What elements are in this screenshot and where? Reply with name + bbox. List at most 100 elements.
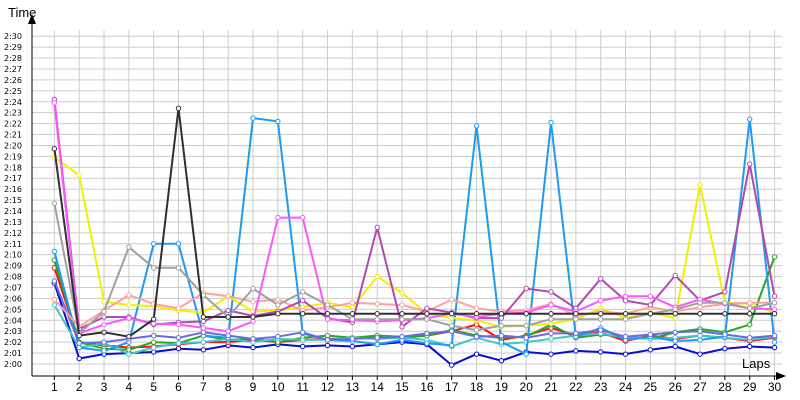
data-point bbox=[225, 307, 231, 314]
data-point bbox=[523, 335, 529, 341]
data-point bbox=[672, 343, 678, 350]
series-5 bbox=[51, 115, 778, 357]
data-point bbox=[225, 314, 231, 320]
data-point bbox=[150, 344, 157, 351]
data-point bbox=[175, 345, 182, 352]
x-tick-label: 17 bbox=[445, 380, 459, 394]
data-point bbox=[349, 343, 356, 350]
series-6 bbox=[51, 278, 778, 346]
data-point bbox=[747, 300, 753, 306]
data-point bbox=[473, 305, 480, 311]
data-point bbox=[771, 344, 778, 351]
x-tick-label: 18 bbox=[470, 380, 484, 394]
data-point bbox=[498, 332, 505, 339]
data-point bbox=[523, 351, 529, 357]
data-point bbox=[225, 328, 231, 334]
data-point bbox=[622, 311, 629, 317]
y-tick-label: 2:04 bbox=[4, 316, 22, 325]
x-tick-label: 29 bbox=[743, 380, 757, 394]
x-tick-label: 11 bbox=[296, 380, 309, 394]
data-point bbox=[598, 349, 604, 355]
y-tick-label: 2:22 bbox=[4, 120, 22, 129]
y-tick-label: 2:27 bbox=[4, 65, 22, 74]
data-point bbox=[399, 333, 405, 340]
data-point bbox=[126, 351, 132, 357]
data-point bbox=[150, 332, 157, 339]
data-point bbox=[722, 300, 728, 306]
data-point bbox=[672, 272, 678, 279]
data-point bbox=[548, 316, 554, 322]
data-point bbox=[374, 316, 380, 322]
data-point bbox=[449, 328, 455, 334]
data-point bbox=[697, 311, 703, 317]
x-tick-label: 30 bbox=[768, 380, 782, 394]
data-point bbox=[76, 340, 82, 346]
data-point bbox=[548, 311, 554, 317]
data-point bbox=[374, 301, 380, 307]
data-point bbox=[250, 318, 256, 325]
data-point bbox=[399, 324, 405, 330]
data-point bbox=[175, 321, 182, 328]
data-point bbox=[324, 311, 331, 317]
data-point bbox=[175, 265, 182, 271]
data-point bbox=[101, 314, 107, 320]
x-tick-label: 8 bbox=[225, 380, 232, 394]
data-point bbox=[225, 293, 231, 299]
x-tick-label: 9 bbox=[250, 380, 257, 394]
data-point bbox=[250, 299, 256, 305]
data-point bbox=[150, 241, 157, 247]
data-point bbox=[150, 320, 157, 327]
x-tick-label: 14 bbox=[371, 380, 385, 394]
y-tick-label: 2:10 bbox=[4, 251, 22, 260]
data-point bbox=[647, 293, 654, 299]
data-point bbox=[498, 358, 505, 364]
data-point bbox=[349, 300, 356, 306]
y-tick-label: 2:01 bbox=[4, 349, 22, 358]
data-point bbox=[126, 347, 132, 353]
data-point bbox=[598, 327, 604, 333]
data-point bbox=[150, 265, 157, 271]
tick-labels: 2:00 2:01 2:02 2:03 2:04 2:05 2:062:07 2:08 2:09… bbox=[4, 32, 782, 394]
y-axis-title: Time bbox=[8, 5, 36, 20]
data-point bbox=[150, 349, 157, 355]
data-point bbox=[573, 330, 579, 337]
data-point bbox=[771, 306, 778, 313]
data-point bbox=[498, 311, 505, 317]
x-tick-label: 3 bbox=[101, 380, 108, 394]
series-line bbox=[53, 282, 775, 367]
data-point bbox=[598, 316, 604, 322]
x-tick-label: 10 bbox=[271, 380, 285, 394]
data-point bbox=[548, 302, 554, 308]
data-point bbox=[275, 333, 281, 340]
data-point bbox=[523, 323, 529, 329]
x-tick-label: 16 bbox=[420, 380, 434, 394]
x-tick-label: 7 bbox=[200, 380, 207, 394]
data-point bbox=[374, 341, 380, 348]
x-tick-label: 5 bbox=[150, 380, 157, 394]
y-tick-label: 2:00 bbox=[4, 360, 22, 369]
data-point bbox=[473, 321, 480, 328]
x-tick-label: 28 bbox=[718, 380, 732, 394]
data-point bbox=[349, 316, 356, 322]
data-point bbox=[324, 342, 331, 349]
data-point bbox=[598, 276, 604, 282]
data-point bbox=[747, 161, 753, 167]
data-point bbox=[747, 321, 753, 328]
data-point bbox=[175, 335, 182, 341]
y-tick-label: 2:24 bbox=[4, 98, 22, 107]
data-point bbox=[299, 289, 306, 295]
data-point bbox=[175, 340, 182, 346]
data-point bbox=[374, 273, 380, 280]
data-point bbox=[747, 311, 753, 317]
data-point bbox=[51, 200, 58, 207]
data-point bbox=[548, 330, 554, 337]
data-point bbox=[622, 293, 629, 299]
data-point bbox=[449, 315, 455, 321]
data-point bbox=[672, 311, 678, 317]
data-point bbox=[771, 332, 778, 339]
data-point bbox=[76, 355, 82, 362]
data-point bbox=[399, 316, 405, 322]
x-tick-label: 23 bbox=[594, 380, 608, 394]
data-point bbox=[225, 332, 231, 339]
data-point bbox=[473, 351, 480, 357]
